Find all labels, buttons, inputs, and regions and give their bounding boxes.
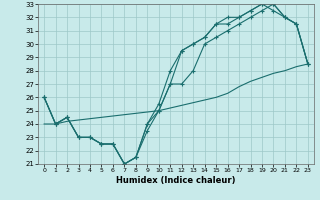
X-axis label: Humidex (Indice chaleur): Humidex (Indice chaleur) <box>116 176 236 185</box>
